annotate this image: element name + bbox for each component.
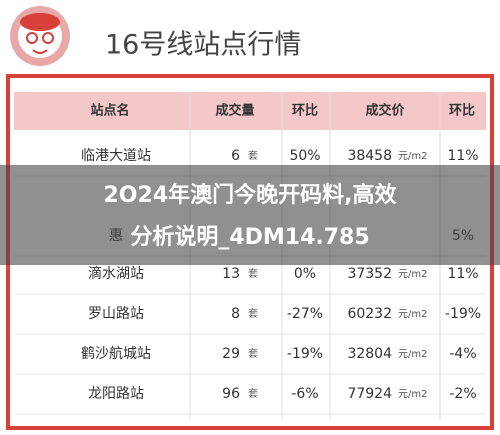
column-header: 站点名: [90, 103, 129, 119]
table-cell: 13: [222, 266, 240, 282]
table-cell: 套: [248, 307, 258, 320]
table-cell: -19%: [287, 346, 323, 362]
column-header: 环比: [292, 103, 318, 119]
table-cell: -19%: [445, 306, 481, 322]
table-cell: 38458: [347, 148, 392, 164]
table-cell: 套: [248, 267, 258, 280]
table-cell: 60232: [347, 306, 392, 322]
table-cell: 6: [231, 148, 240, 164]
column-header: 成交量: [215, 103, 254, 119]
table-cell: 29: [222, 346, 240, 362]
table-cell: 0%: [294, 266, 316, 282]
table-cell: 50%: [289, 148, 320, 164]
table-cell: 罗山路站: [88, 306, 144, 322]
column-header: 环比: [449, 103, 475, 119]
table-cell: 11%: [447, 148, 478, 164]
table-cell: -6%: [291, 386, 318, 402]
table-cell: 套: [248, 387, 258, 400]
table-cell: -27%: [287, 306, 323, 322]
table-cell: 元/m2: [398, 151, 427, 162]
table-cell: 套: [248, 347, 258, 360]
page-title: 16号线站点行情: [105, 30, 301, 61]
table-cell: 元/m2: [398, 269, 427, 280]
table-cell: 37352: [347, 266, 392, 282]
table-cell: 龙阳路站: [88, 386, 144, 402]
table-cell: 元/m2: [398, 309, 427, 320]
table-cell: 11%: [447, 266, 478, 282]
table-cell: 临港大道站: [81, 148, 151, 164]
table-header-bg: [14, 92, 486, 130]
table-cell: 96: [222, 386, 240, 402]
overlay-text: 2O24年澳门今晚开码料,高效: [104, 182, 397, 208]
table-cell: 滴水湖站: [88, 265, 144, 282]
table-cell: 77924: [347, 386, 392, 402]
logo: [10, 6, 70, 66]
table-cell: 鹤沙航城站: [81, 346, 151, 362]
table-cell: 套: [248, 149, 258, 162]
overlay-band: [0, 165, 500, 265]
table-cell: -4%: [449, 346, 476, 362]
table-cell: 32804: [347, 346, 392, 362]
table-cell: 元/m2: [398, 349, 427, 360]
table-cell: -2%: [449, 386, 476, 402]
table-cell: 元/m2: [398, 389, 427, 400]
column-header: 成交价: [365, 103, 405, 119]
table-cell: 8: [231, 306, 240, 322]
overlay-text: 分析说明_4DM14.785: [130, 224, 369, 250]
